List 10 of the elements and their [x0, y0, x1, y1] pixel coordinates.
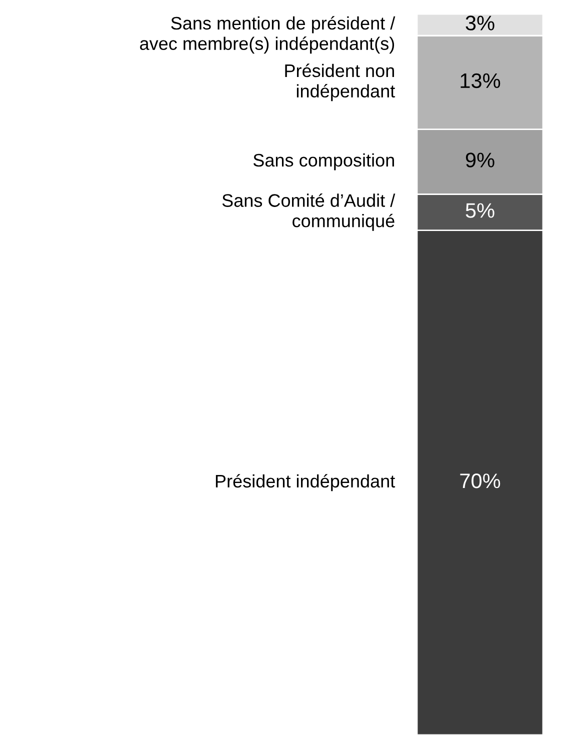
series-label: Sans Comité d’Audit / communiqué	[222, 193, 396, 231]
series-label: Président non indépendant	[285, 64, 396, 102]
series-label: Sans composition	[253, 153, 394, 170]
series-label: Sans mention de président / avec membre(s) indépendant(s)	[140, 16, 396, 54]
data-label: 13%	[460, 73, 500, 88]
data-label: 9%	[466, 152, 494, 168]
series-label: Président indépendant	[216, 474, 396, 492]
data-label: 5%	[466, 203, 494, 218]
data-label: 3%	[466, 16, 494, 30]
data-label: 70%	[460, 473, 500, 488]
